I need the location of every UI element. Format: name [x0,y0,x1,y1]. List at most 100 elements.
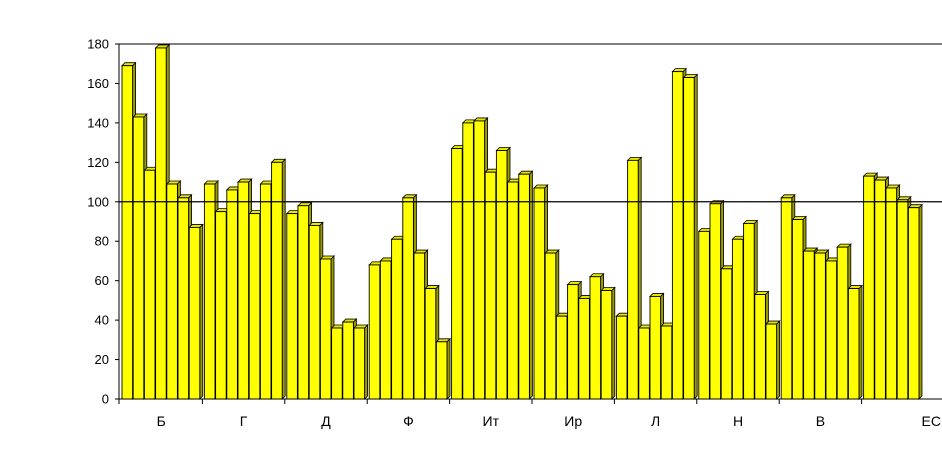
bar-front [863,175,875,400]
x-category-label: Л [651,413,660,429]
bar-front [132,116,145,400]
bar-front [177,197,190,400]
bar-top [589,273,605,278]
bar-side [693,73,698,400]
bar-front [391,238,403,400]
bar-front [743,223,755,400]
bar-front [671,71,684,400]
bar-top [132,113,148,118]
bar-side [364,324,369,400]
bar [517,170,534,400]
bar-front [578,297,590,400]
bar [353,324,369,400]
bar-front [435,341,448,400]
bar-front [271,161,283,400]
bar-front [907,207,920,400]
bar-front [342,321,354,400]
bar-front [698,230,710,400]
y-tick-label: 120 [87,155,109,170]
bar-front [544,252,557,400]
x-category-label: Д [321,413,331,429]
bar-top [847,285,863,289]
bar-front [319,258,332,400]
bar-front [495,150,508,400]
bar-front [188,226,201,400]
bar-front [297,205,310,400]
bar-front [518,173,530,400]
y-tick-label: 160 [87,76,109,91]
bar-front [379,260,392,400]
bar-top [862,172,879,177]
bar-front [484,171,497,400]
bar-front [765,323,778,400]
bar [600,286,616,400]
bar [188,223,204,400]
bar [435,337,451,400]
bar-front [791,219,804,400]
bar [847,284,863,400]
bar-front [424,288,437,400]
bar-top [424,285,440,289]
bar-top [341,318,358,323]
bar-top [907,204,923,209]
bar-front [885,187,898,400]
y-tick-label: 80 [95,234,109,249]
y-tick-label: 140 [87,115,109,130]
bar-top [836,243,852,248]
bar-front [814,252,826,400]
x-category-label: Б [157,413,166,429]
x-category-label: ЕС [922,413,941,429]
bar [682,73,699,400]
y-tick-label: 20 [95,352,109,367]
bar-front [803,250,815,400]
bar [765,320,781,400]
bar-front [627,159,639,400]
x-category-label: В [816,413,825,429]
bar-top [308,222,324,226]
x-category-label: Ф [403,413,414,429]
plot-frame [119,43,942,203]
x-category-label: Ир [564,413,582,429]
bar [907,203,923,400]
bar-front [248,213,261,400]
bar-top [188,224,204,228]
bar-front [555,315,568,400]
bar-side [529,170,533,400]
bar-top [353,324,369,329]
bar-front [215,211,227,400]
bar-front [683,77,695,400]
y-tick-label: 40 [95,313,109,328]
bar-front [600,290,613,400]
bars [121,43,923,400]
bar-side [446,337,451,400]
bar-front [402,197,414,400]
bar-front [533,187,546,400]
bar [270,158,287,400]
bar-front [451,148,463,400]
bar-front [615,315,628,400]
bar-front [709,203,722,400]
bar-front [203,183,216,400]
bar-front [780,197,793,400]
bar-top [435,338,451,343]
bar-front [874,179,886,400]
y-tick-label: 100 [87,194,109,209]
bar-side [281,158,286,400]
bar-front [473,120,486,400]
bar-front [896,199,909,400]
bar-front [143,169,156,400]
bar-top [753,291,770,295]
bar-front [259,183,272,400]
bar-front [155,47,167,400]
bar-front [353,327,366,400]
bar-front [638,327,650,400]
bar-top [600,287,616,291]
x-axis: Б Г Д Ф Ит Ир Л Н В ЕС [118,398,942,429]
bar-front [847,288,860,400]
bar-front [226,189,238,400]
bar-front [413,252,426,400]
bar-front [286,213,298,400]
y-tick-label: 180 [87,37,109,52]
x-category-label: Г [240,413,248,429]
